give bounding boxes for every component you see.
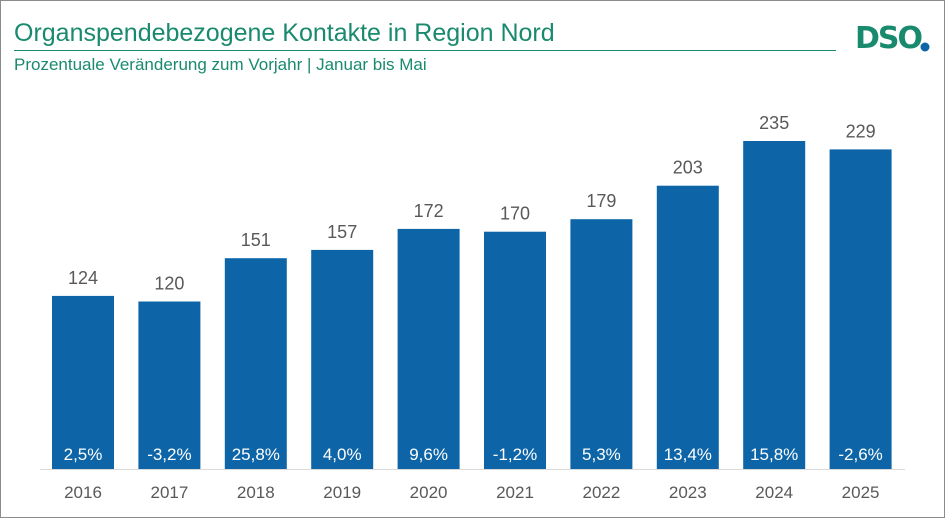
bar-2016	[52, 295, 114, 469]
x-tick-label-2025: 2025	[842, 483, 880, 502]
value-label-2020: 172	[414, 201, 444, 221]
value-label-2018: 151	[241, 230, 271, 250]
value-label-2023: 203	[673, 158, 703, 178]
bar-2021	[484, 231, 546, 469]
change-label-2018: 25,8%	[232, 445, 280, 464]
change-label-2019: 4,0%	[323, 445, 362, 464]
value-label-2019: 157	[327, 222, 357, 242]
dso-logo: DSO	[855, 21, 930, 53]
bar-2019	[311, 249, 374, 469]
x-tick-label-2024: 2024	[755, 483, 793, 502]
bar-2017	[138, 301, 201, 469]
change-label-2024: 15,8%	[750, 445, 798, 464]
x-tick-label-2022: 2022	[582, 483, 620, 502]
value-label-2017: 120	[154, 274, 184, 294]
bar-2023	[656, 185, 719, 469]
bar-2022	[570, 219, 633, 469]
change-label-2023: 13,4%	[664, 445, 712, 464]
x-tick-label-2017: 2017	[150, 483, 188, 502]
value-label-2021: 170	[500, 204, 530, 224]
x-tick-label-2021: 2021	[496, 483, 534, 502]
x-tick-label-2020: 2020	[410, 483, 448, 502]
bar-2018	[224, 258, 287, 469]
chart-subtitle: Prozentuale Veränderung zum Vorjahr | Ja…	[14, 55, 427, 74]
x-tick-label-2023: 2023	[669, 483, 707, 502]
value-label-2022: 179	[586, 191, 616, 211]
logo-dot-icon	[920, 42, 930, 52]
chart-title: Organspendebezogene Kontakte in Region N…	[14, 19, 555, 47]
x-tick-label-2019: 2019	[323, 483, 361, 502]
bar-2024	[743, 141, 806, 469]
value-label-2024: 235	[759, 113, 789, 133]
change-label-2025: -2,6%	[838, 445, 882, 464]
value-label-2025: 229	[846, 121, 876, 141]
x-tick-label-2018: 2018	[237, 483, 275, 502]
title-divider	[14, 50, 836, 51]
value-label-2016: 124	[68, 268, 98, 288]
change-label-2017: -3,2%	[147, 445, 191, 464]
change-label-2020: 9,6%	[409, 445, 448, 464]
dso-logo-text: DSO	[855, 21, 922, 53]
change-label-2022: 5,3%	[582, 445, 621, 464]
bar-2020	[397, 228, 460, 469]
change-label-2021: -1,2%	[493, 445, 537, 464]
bar-2025	[829, 149, 892, 469]
change-label-2016: 2,5%	[64, 445, 103, 464]
x-tick-label-2016: 2016	[64, 483, 102, 502]
